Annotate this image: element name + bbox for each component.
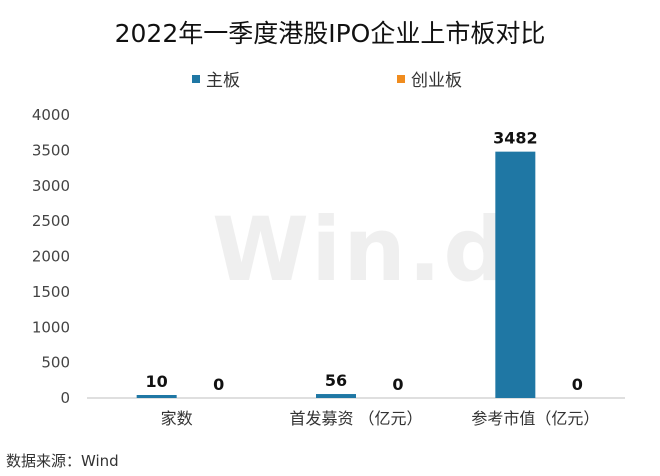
y-tick-label: 2000 (32, 248, 70, 266)
data-label-gem-board: 0 (213, 375, 224, 394)
data-label-main-board: 3482 (493, 129, 538, 148)
x-tick-label: 首发募资 （亿元） (289, 409, 422, 428)
data-label-main-board: 56 (325, 371, 347, 390)
data-label-gem-board: 0 (572, 375, 583, 394)
y-tick-label: 3500 (32, 141, 70, 159)
y-tick-label: 1500 (32, 283, 70, 301)
data-label-gem-board: 0 (392, 375, 403, 394)
data-label-main-board: 10 (146, 372, 168, 391)
y-tick-label: 4000 (32, 106, 70, 124)
y-tick-label: 500 (41, 354, 70, 372)
y-tick-label: 1000 (32, 318, 70, 336)
legend-item-gem-board: 创业板 (397, 66, 462, 91)
bar-main-board (316, 394, 356, 398)
y-tick-label: 3000 (32, 177, 70, 195)
legend-label-gem-board: 创业板 (411, 71, 462, 91)
legend-label-main-board: 主板 (206, 71, 240, 91)
bars: 10 0 56 0 3482 0 (136, 129, 583, 398)
x-tick-label: 家数 (161, 409, 193, 428)
legend-swatch-gem-board (397, 75, 405, 83)
bar-main-board (136, 395, 177, 398)
y-axis: 0 500 1000 1500 2000 2500 3000 3500 4000 (32, 106, 70, 407)
y-tick-label: 0 (60, 389, 70, 407)
legend-swatch-main-board (192, 75, 200, 83)
x-axis: 家数 首发募资 （亿元） 参考市值（亿元） (87, 397, 625, 428)
legend-item-main-board: 主板 (192, 66, 240, 91)
chart-title: 2022年一季度港股IPO企业上市板对比 (114, 19, 546, 48)
x-tick-label: 参考市值（亿元） (471, 409, 599, 428)
bar-main-board (495, 151, 536, 398)
wind-watermark: Win.d (212, 198, 509, 301)
legend: 主板 创业板 (0, 66, 660, 91)
y-tick-label: 2500 (32, 212, 70, 230)
data-source: 数据来源：Wind (6, 452, 119, 470)
